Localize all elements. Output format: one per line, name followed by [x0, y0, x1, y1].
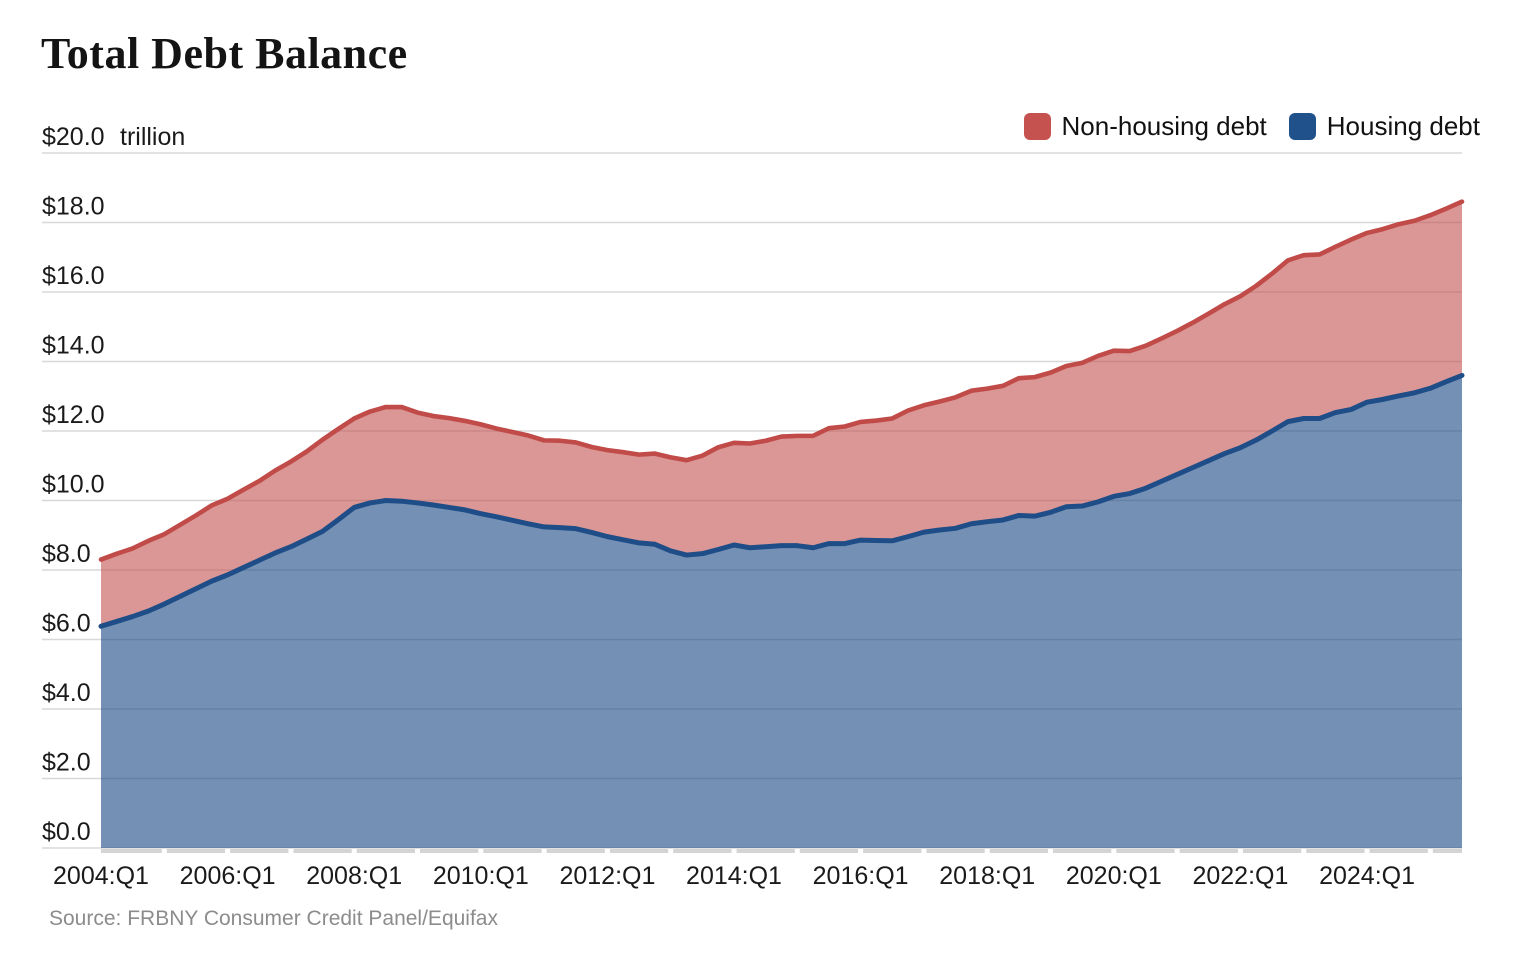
total-debt-line [98, 199, 1465, 562]
x-axis-tick-label: 2024:Q1 [1319, 862, 1415, 890]
y-axis-tick-label: $18.0 [42, 193, 105, 221]
x-axis-baseline-segment [1179, 849, 1238, 853]
x-axis-baseline-segment [166, 849, 226, 853]
x-axis-tick-label: 2014:Q1 [686, 862, 782, 890]
x-axis-baseline-segment [1369, 849, 1428, 853]
x-axis-tick-label: 2018:Q1 [939, 862, 1035, 890]
x-axis-baseline-segment [989, 849, 1049, 853]
y-axis-tick-label: $12.0 [42, 401, 105, 429]
chart-legend: Non-housing debt Housing debt [1023, 111, 1480, 142]
x-axis-baseline-segment [926, 849, 985, 853]
y-axis-tick-label: $20.0 [42, 123, 105, 151]
y-axis-tick-label: $0.0 [42, 818, 91, 846]
housing-debt-swatch [1288, 113, 1316, 140]
x-axis-tick-label: 2004:Q1 [53, 862, 149, 890]
x-axis-baseline-segment [609, 849, 669, 853]
y-axis-tick-label: $10.0 [42, 471, 105, 499]
x-axis-tick-label: 2022:Q1 [1192, 862, 1288, 890]
x-axis-baseline-segment [1053, 849, 1112, 853]
housing-debt-line [98, 372, 1465, 629]
x-axis-baseline-segment [736, 849, 795, 853]
x-axis-baseline-segment [1116, 849, 1175, 853]
y-axis-tick-label: $16.0 [42, 262, 105, 290]
housing-debt-area [101, 375, 1462, 848]
y-axis-tick-label: $2.0 [42, 749, 91, 777]
legend-label: Housing debt [1326, 111, 1480, 141]
x-axis-tick-label: 2006:Q1 [180, 862, 276, 890]
legend-label: Non-housing debt [1061, 111, 1267, 141]
non-housing-debt-area [101, 201, 1462, 627]
y-axis-unit-label: trillion [120, 123, 186, 151]
x-axis-baseline-segment [1242, 849, 1302, 853]
x-axis-tick-label: 2008:Q1 [306, 862, 402, 890]
legend-item-housing-debt[interactable]: Housing debt [1288, 111, 1480, 142]
legend-item-non-housing-debt[interactable]: Non-housing debt [1023, 111, 1267, 142]
x-axis-baseline-segment [546, 849, 605, 853]
x-axis-baseline-segment [101, 849, 162, 853]
source-attribution: Source: FRBNY Consumer Credit Panel/Equi… [49, 907, 498, 930]
x-axis-baseline-segment [863, 849, 922, 853]
x-axis-baseline-segment [1432, 849, 1462, 853]
x-axis-baseline-segment [799, 849, 859, 853]
x-axis-tick-label: 2020:Q1 [1066, 862, 1162, 890]
x-axis-baseline-segment [483, 849, 542, 853]
y-axis-tick-label: $14.0 [42, 332, 105, 360]
x-axis-baseline-segment [356, 849, 416, 853]
y-axis-tick-label: $4.0 [42, 679, 91, 707]
x-axis-tick-label: 2016:Q1 [813, 862, 909, 890]
x-axis-baseline-segment [1306, 849, 1365, 853]
non-housing-debt-swatch [1023, 113, 1051, 140]
x-axis-tick-label: 2012:Q1 [559, 862, 655, 890]
x-axis-tick-label: 2010:Q1 [433, 862, 529, 890]
page-title: Total Debt Balance [41, 29, 408, 78]
y-axis-tick-label: $6.0 [42, 610, 91, 638]
x-axis-baseline-segment [673, 849, 732, 853]
x-axis-baseline-segment [293, 849, 352, 853]
x-axis-baseline-segment [420, 849, 479, 853]
x-axis-baseline-segment [230, 849, 289, 853]
y-axis-tick-label: $8.0 [42, 540, 91, 568]
